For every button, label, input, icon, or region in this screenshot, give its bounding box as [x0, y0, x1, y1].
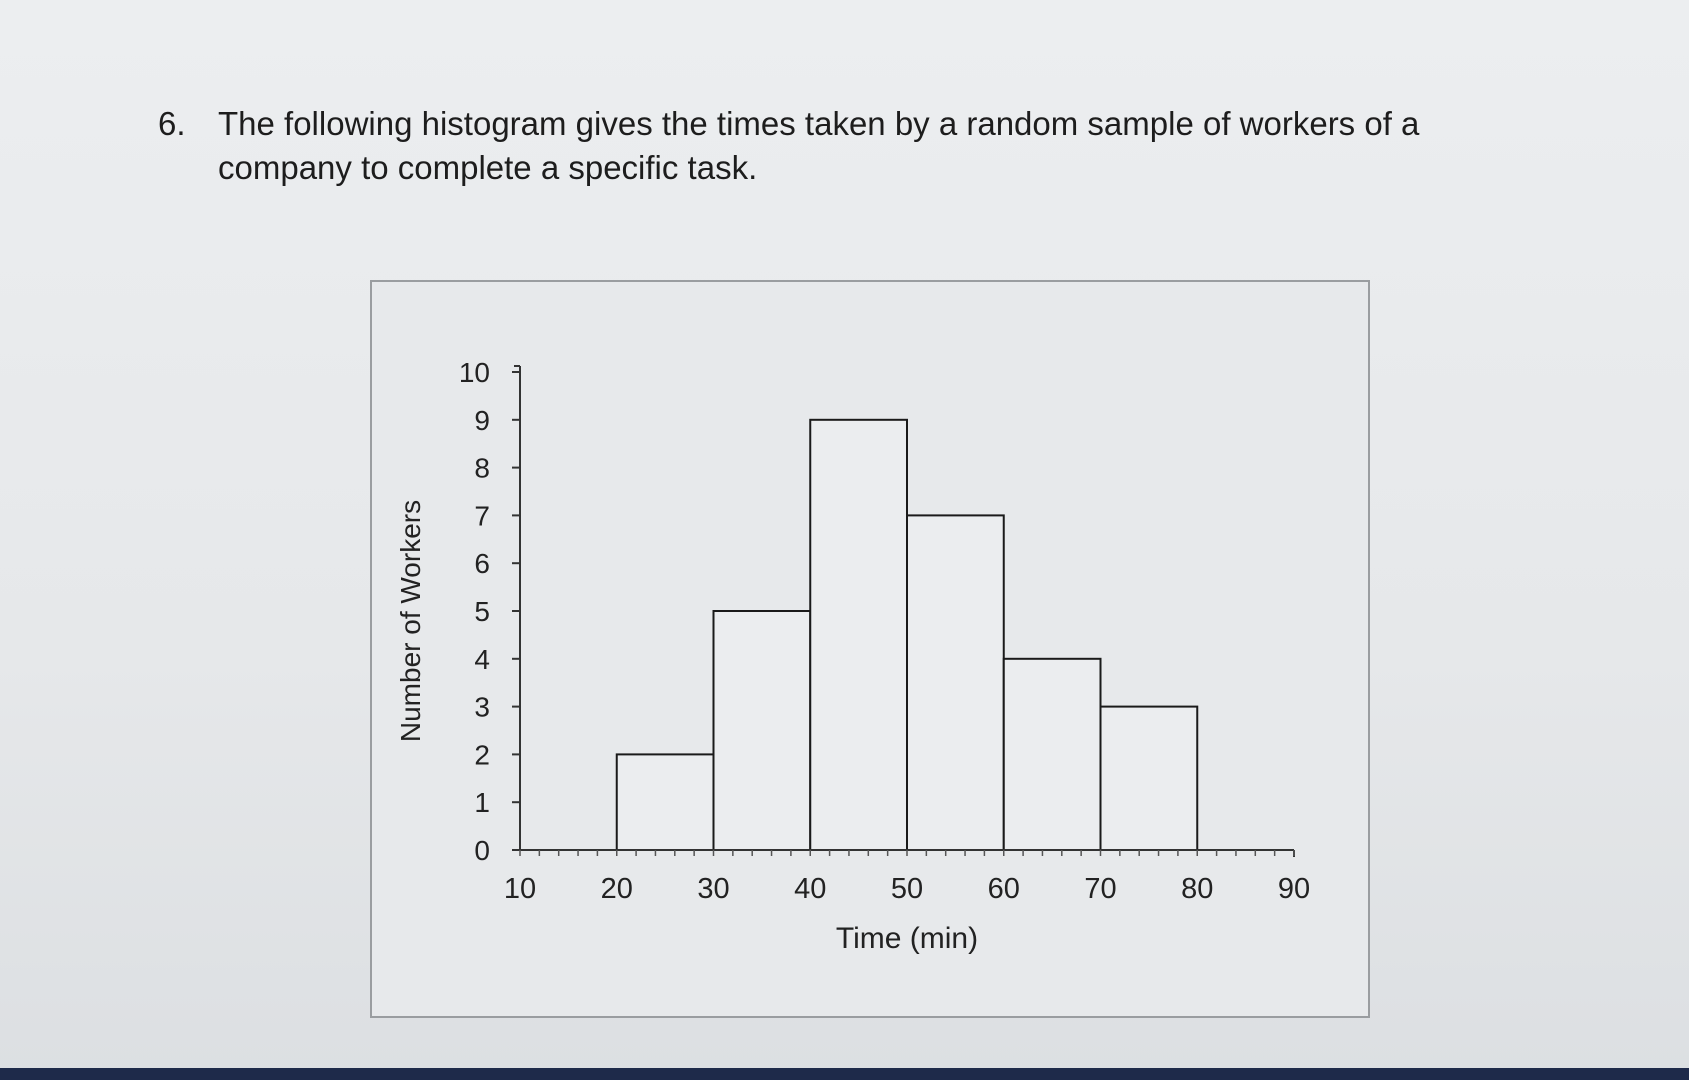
x-axis-label: Time (min) — [836, 922, 978, 955]
x-tick-label-90: 90 — [1278, 873, 1310, 905]
y-tick-label-8: 8 — [474, 453, 490, 484]
histogram-bar-60-70 — [1002, 657, 1102, 851]
histogram-bar-70-80 — [1099, 705, 1199, 851]
histogram-bar-20-30 — [615, 753, 715, 851]
y-tick-label-6: 6 — [474, 548, 490, 579]
x-tick-label-80: 80 — [1181, 873, 1213, 905]
histogram-bar-50-60 — [906, 514, 1005, 851]
screen-bezel — [0, 1068, 1689, 1080]
y-tick-label-9: 9 — [474, 405, 490, 436]
axes-group: 0 1 2 3 4 5 6 7 8 9 10 10 20 30 40 50 60 70 80 90 — [459, 357, 1310, 905]
question-number: 6. — [158, 105, 186, 142]
y-tick-label-1: 1 — [474, 787, 490, 818]
x-tick-label-10: 10 — [504, 873, 536, 905]
y-tick-label-0: 0 — [474, 835, 490, 866]
figure-frame: 0 1 2 3 4 5 6 7 8 9 10 10 20 30 40 50 60 70 80 90 Number of… — [370, 280, 1370, 1018]
y-axis-label: Number of Workers — [395, 500, 426, 742]
y-tick-label-4: 4 — [474, 644, 490, 675]
y-tick-label-2: 2 — [474, 739, 490, 770]
question-text: The following histogram gives the times … — [218, 105, 1420, 186]
x-tick-label-30: 30 — [697, 873, 729, 905]
y-tick-label-5: 5 — [474, 596, 490, 627]
x-tick-label-60: 60 — [988, 873, 1020, 905]
histogram-chart: 0 1 2 3 4 5 6 7 8 9 10 10 20 30 40 50 60 70 80 90 Number of… — [395, 357, 1310, 955]
x-tick-label-40: 40 — [794, 873, 826, 905]
x-tick-label-20: 20 — [601, 873, 633, 905]
histogram-bar-40-50 — [809, 418, 908, 852]
y-tick-label-3: 3 — [474, 692, 490, 723]
x-tick-label-70: 70 — [1084, 873, 1116, 905]
histogram-bar-30-40 — [712, 610, 812, 851]
x-tick-label-50: 50 — [891, 873, 923, 905]
y-tick-label-7: 7 — [474, 500, 490, 531]
y-tick-label-10: 10 — [459, 357, 490, 388]
bars-group — [615, 418, 1199, 852]
